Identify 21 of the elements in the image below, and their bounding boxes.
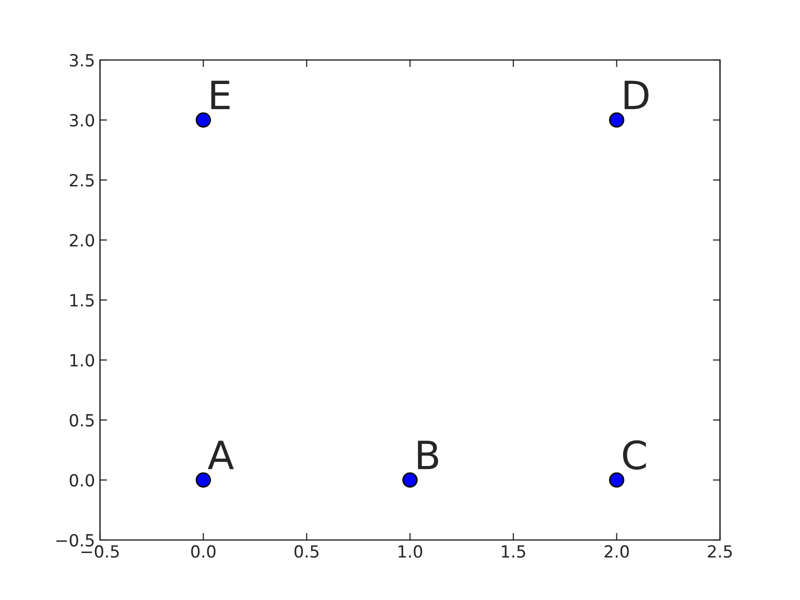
x-tick-label: 2.0 (604, 545, 629, 558)
y-tick-label: 3.0 (70, 114, 94, 127)
annotation: D (624, 80, 648, 110)
y-tick-label: 0.0 (70, 474, 94, 487)
y-tick-label: 2.5 (70, 174, 94, 187)
x-tick-label: 0.5 (294, 545, 318, 558)
x-tick-label: 2.5 (708, 545, 732, 558)
x-tick-label: 0.0 (191, 545, 216, 558)
x-tick-label: 1.0 (398, 545, 422, 558)
annotation: A (208, 440, 234, 470)
y-tick-label: 1.5 (70, 294, 94, 307)
annotation: C (623, 440, 646, 470)
y-tick-label: 1.0 (70, 354, 94, 367)
y-tick-label: 3.5 (70, 54, 94, 67)
y-tick-label: −0.5 (56, 534, 94, 547)
x-tick-label: −0.5 (82, 545, 119, 558)
y-tick-label: 0.5 (70, 414, 94, 427)
annotation: B (418, 440, 438, 470)
annotation: E (211, 80, 230, 110)
y-tick-label: 2.0 (70, 234, 94, 247)
x-tick-label: 1.5 (502, 545, 526, 558)
